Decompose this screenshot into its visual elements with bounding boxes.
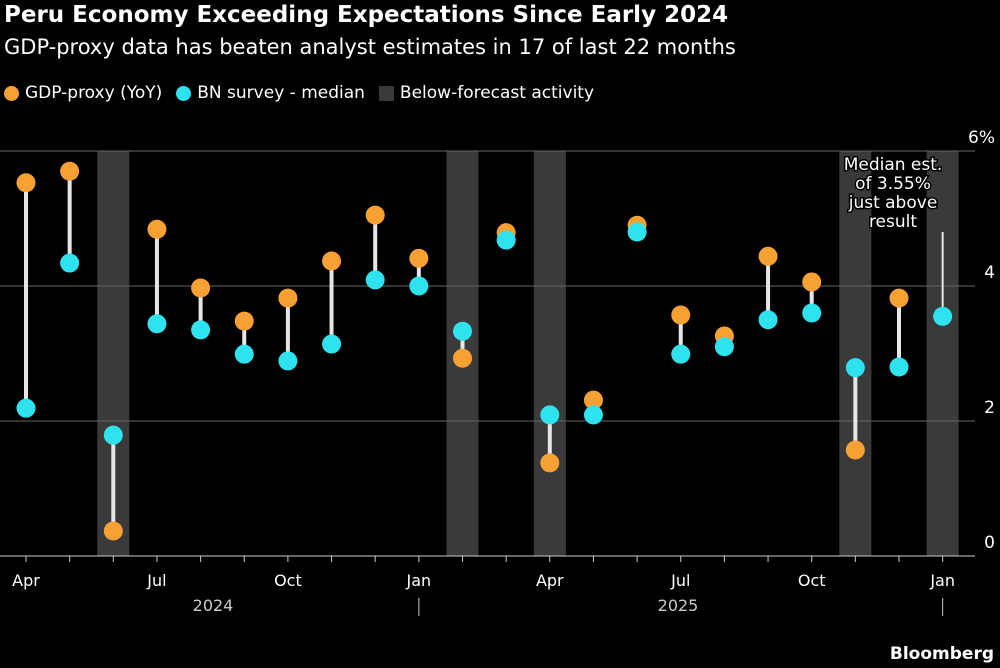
survey-point: [103, 425, 123, 445]
gdp-point: [322, 251, 342, 271]
shaded-band: [839, 151, 872, 556]
survey-point: [627, 222, 647, 242]
survey-point: [409, 276, 429, 296]
x-tick-label: Jan: [406, 571, 432, 590]
year-label: 2025: [658, 596, 699, 615]
survey-point: [889, 357, 909, 377]
legend-item-shaded: Below-forecast activity: [378, 83, 595, 103]
y-tick-label: 2: [984, 398, 995, 418]
survey-point: [147, 314, 167, 334]
survey-point: [278, 351, 298, 371]
legend-label: Below-forecast activity: [399, 83, 595, 103]
y-tick-label: 4: [984, 263, 995, 283]
gdp-point: [409, 248, 429, 268]
gdp-point: [365, 205, 385, 225]
annotation-text: Median est.: [844, 155, 943, 175]
gdp-point: [889, 288, 909, 308]
year-label: 2024: [193, 596, 234, 615]
gdp-point: [147, 219, 167, 239]
gdp-point: [671, 305, 691, 325]
legend-item-gdp: GDP-proxy (YoY): [4, 83, 162, 103]
survey-point: [322, 334, 342, 354]
survey-point: [540, 405, 560, 425]
legend-label: GDP-proxy (YoY): [25, 83, 163, 103]
survey-point: [845, 358, 865, 378]
survey-point: [60, 253, 80, 273]
annotation-text: result: [869, 212, 917, 232]
gdp-point: [845, 440, 865, 460]
gdp-point: [453, 348, 472, 368]
legend: GDP-proxy (YoY) BN survey - median Below…: [4, 83, 594, 103]
chart-title: Peru Economy Exceeding Expectations Sinc…: [4, 2, 729, 28]
x-tick-label: Apr: [12, 571, 40, 590]
gray-square-icon: [378, 85, 394, 101]
gdp-point: [802, 272, 822, 292]
x-tick-label: Jul: [146, 571, 166, 590]
survey-point: [583, 405, 603, 425]
gdp-point: [234, 311, 254, 331]
gdp-point: [758, 246, 778, 266]
shaded-band: [926, 151, 959, 556]
y-tick-label: 0: [984, 533, 995, 553]
gdp-point: [191, 278, 211, 298]
x-tick-label: Jan: [929, 571, 955, 590]
source-label: Bloomberg: [889, 644, 994, 664]
shaded-band: [533, 151, 566, 556]
survey-point: [191, 320, 211, 340]
survey-point: [802, 303, 822, 323]
survey-point: [671, 344, 691, 364]
orange-dot-icon: [4, 85, 19, 101]
survey-point: [714, 337, 734, 357]
gdp-point: [60, 161, 80, 181]
gdp-point: [583, 390, 603, 410]
legend-item-survey: BN survey - median: [176, 83, 365, 103]
legend-label: BN survey - median: [197, 83, 365, 103]
survey-point: [933, 306, 953, 326]
survey-point: [365, 270, 385, 290]
x-tick-label: Oct: [798, 571, 826, 590]
survey-point: [453, 321, 472, 341]
x-tick-label: Apr: [536, 571, 564, 590]
y-tick-label: 6%: [968, 128, 995, 148]
x-tick-label: Oct: [274, 571, 302, 590]
cyan-dot-icon: [176, 85, 192, 101]
annotation-text: just above: [848, 193, 938, 213]
survey-point: [758, 310, 778, 330]
gdp-point: [16, 173, 36, 193]
gdp-point: [540, 453, 560, 473]
gdp-point: [103, 521, 123, 541]
survey-point: [16, 398, 36, 418]
x-tick-label: Jul: [670, 571, 690, 590]
gdp-point: [278, 288, 298, 308]
survey-point: [496, 230, 516, 250]
survey-point: [234, 344, 254, 364]
annotation-text: of 3.55%: [855, 174, 931, 194]
chart-subtitle: GDP-proxy data has beaten analyst estima…: [4, 35, 736, 59]
